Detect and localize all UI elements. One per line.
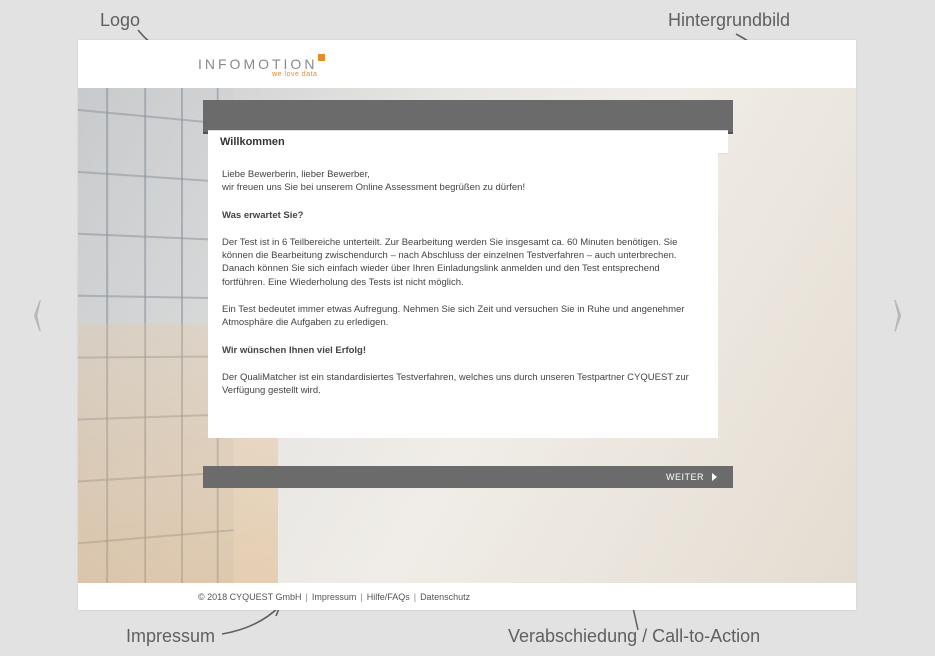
callout-logo: Logo (100, 10, 140, 31)
footer-help-link[interactable]: Hilfe/FAQs (367, 592, 410, 602)
logo: INFOMOTION we love data (198, 56, 324, 72)
para-calm: Ein Test bedeutet immer etwas Aufregung.… (222, 303, 704, 330)
logo-dot-icon (318, 54, 325, 61)
logo-tagline: we love data (272, 71, 317, 78)
chevron-right-icon (712, 473, 717, 481)
page-screenshot: INFOMOTION we love data Willkommen Liebe… (78, 40, 856, 610)
callout-background: Hintergrundbild (668, 10, 790, 31)
para-partner: Der QualiMatcher ist ein standardisierte… (222, 371, 704, 398)
next-chevron-icon[interactable]: › (892, 259, 903, 354)
callout-impressum: Impressum (126, 626, 215, 647)
logo-text: INFOMOTION (198, 56, 317, 72)
footer-copyright: © 2018 CYQUEST GmbH (198, 592, 302, 602)
callout-farewell: Verabschiedung / Call-to-Action (508, 626, 760, 647)
section-what-heading: Was erwartet Sie? (222, 209, 704, 222)
weiter-label: WEITER (666, 472, 704, 482)
footer-sep: | (306, 592, 308, 602)
greeting-line1: Liebe Bewerberin, lieber Bewerber, (222, 169, 370, 180)
footer-impressum-link[interactable]: Impressum (312, 592, 357, 602)
footer-privacy-link[interactable]: Datenschutz (420, 592, 470, 602)
weiter-button[interactable]: WEITER (203, 466, 733, 488)
footer: © 2018 CYQUEST GmbH | Impressum | Hilfe/… (78, 583, 856, 610)
welcome-title: Willkommen (208, 130, 728, 154)
panel-top-bar (203, 100, 733, 134)
background-image: Willkommen Liebe Bewerberin, lieber Bewe… (78, 88, 856, 583)
wish-line: Wir wünschen Ihnen viel Erfolg! (222, 344, 704, 357)
prev-chevron-icon[interactable]: ‹ (32, 259, 43, 354)
header-bar: INFOMOTION we love data (78, 40, 856, 88)
para-what: Der Test ist in 6 Teilbereiche unterteil… (222, 236, 704, 289)
content-panel: Liebe Bewerberin, lieber Bewerber, wir f… (208, 152, 718, 438)
footer-sep: | (414, 592, 416, 602)
greeting-line2: wir freuen uns Sie bei unserem Online As… (222, 182, 525, 193)
footer-sep: | (360, 592, 362, 602)
